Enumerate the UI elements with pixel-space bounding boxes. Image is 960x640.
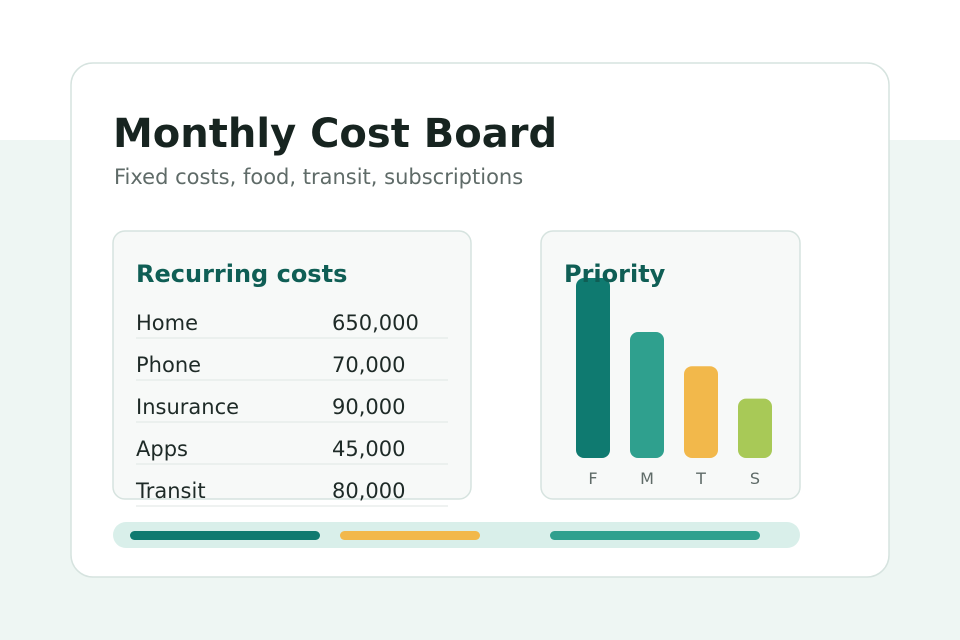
x-tick-label: T: [695, 469, 706, 488]
row-value: 45,000: [332, 437, 405, 461]
x-tick-label: S: [750, 469, 760, 488]
panel-title: Recurring costs: [136, 260, 347, 288]
row-value: 90,000: [332, 395, 405, 419]
chart-title: Priority: [564, 260, 666, 288]
row-value: 70,000: [332, 353, 405, 377]
row-label: Apps: [136, 437, 188, 461]
x-tick-label: F: [588, 469, 597, 488]
bar: [576, 278, 610, 458]
subtitle: Fixed costs, food, transit, subscription…: [114, 165, 523, 189]
progress-segment: [550, 531, 760, 540]
progress-segment: [130, 531, 320, 540]
bar: [684, 366, 718, 458]
x-tick-label: M: [640, 469, 654, 488]
bar: [738, 398, 772, 458]
progress-segment: [340, 531, 480, 540]
costs-panel: [112, 230, 472, 500]
row-label: Transit: [135, 479, 206, 503]
title: Monthly Cost Board: [113, 111, 557, 157]
row-label: Insurance: [136, 395, 239, 419]
bar: [630, 332, 664, 458]
row-value: 80,000: [332, 479, 405, 503]
cost-rows: Home 650,000 Phone 70,000 Insurance 90,000 App…: [135, 311, 448, 507]
row-value: 650,000: [332, 311, 419, 335]
row-label: Home: [136, 311, 198, 335]
row-label: Phone: [136, 353, 201, 377]
